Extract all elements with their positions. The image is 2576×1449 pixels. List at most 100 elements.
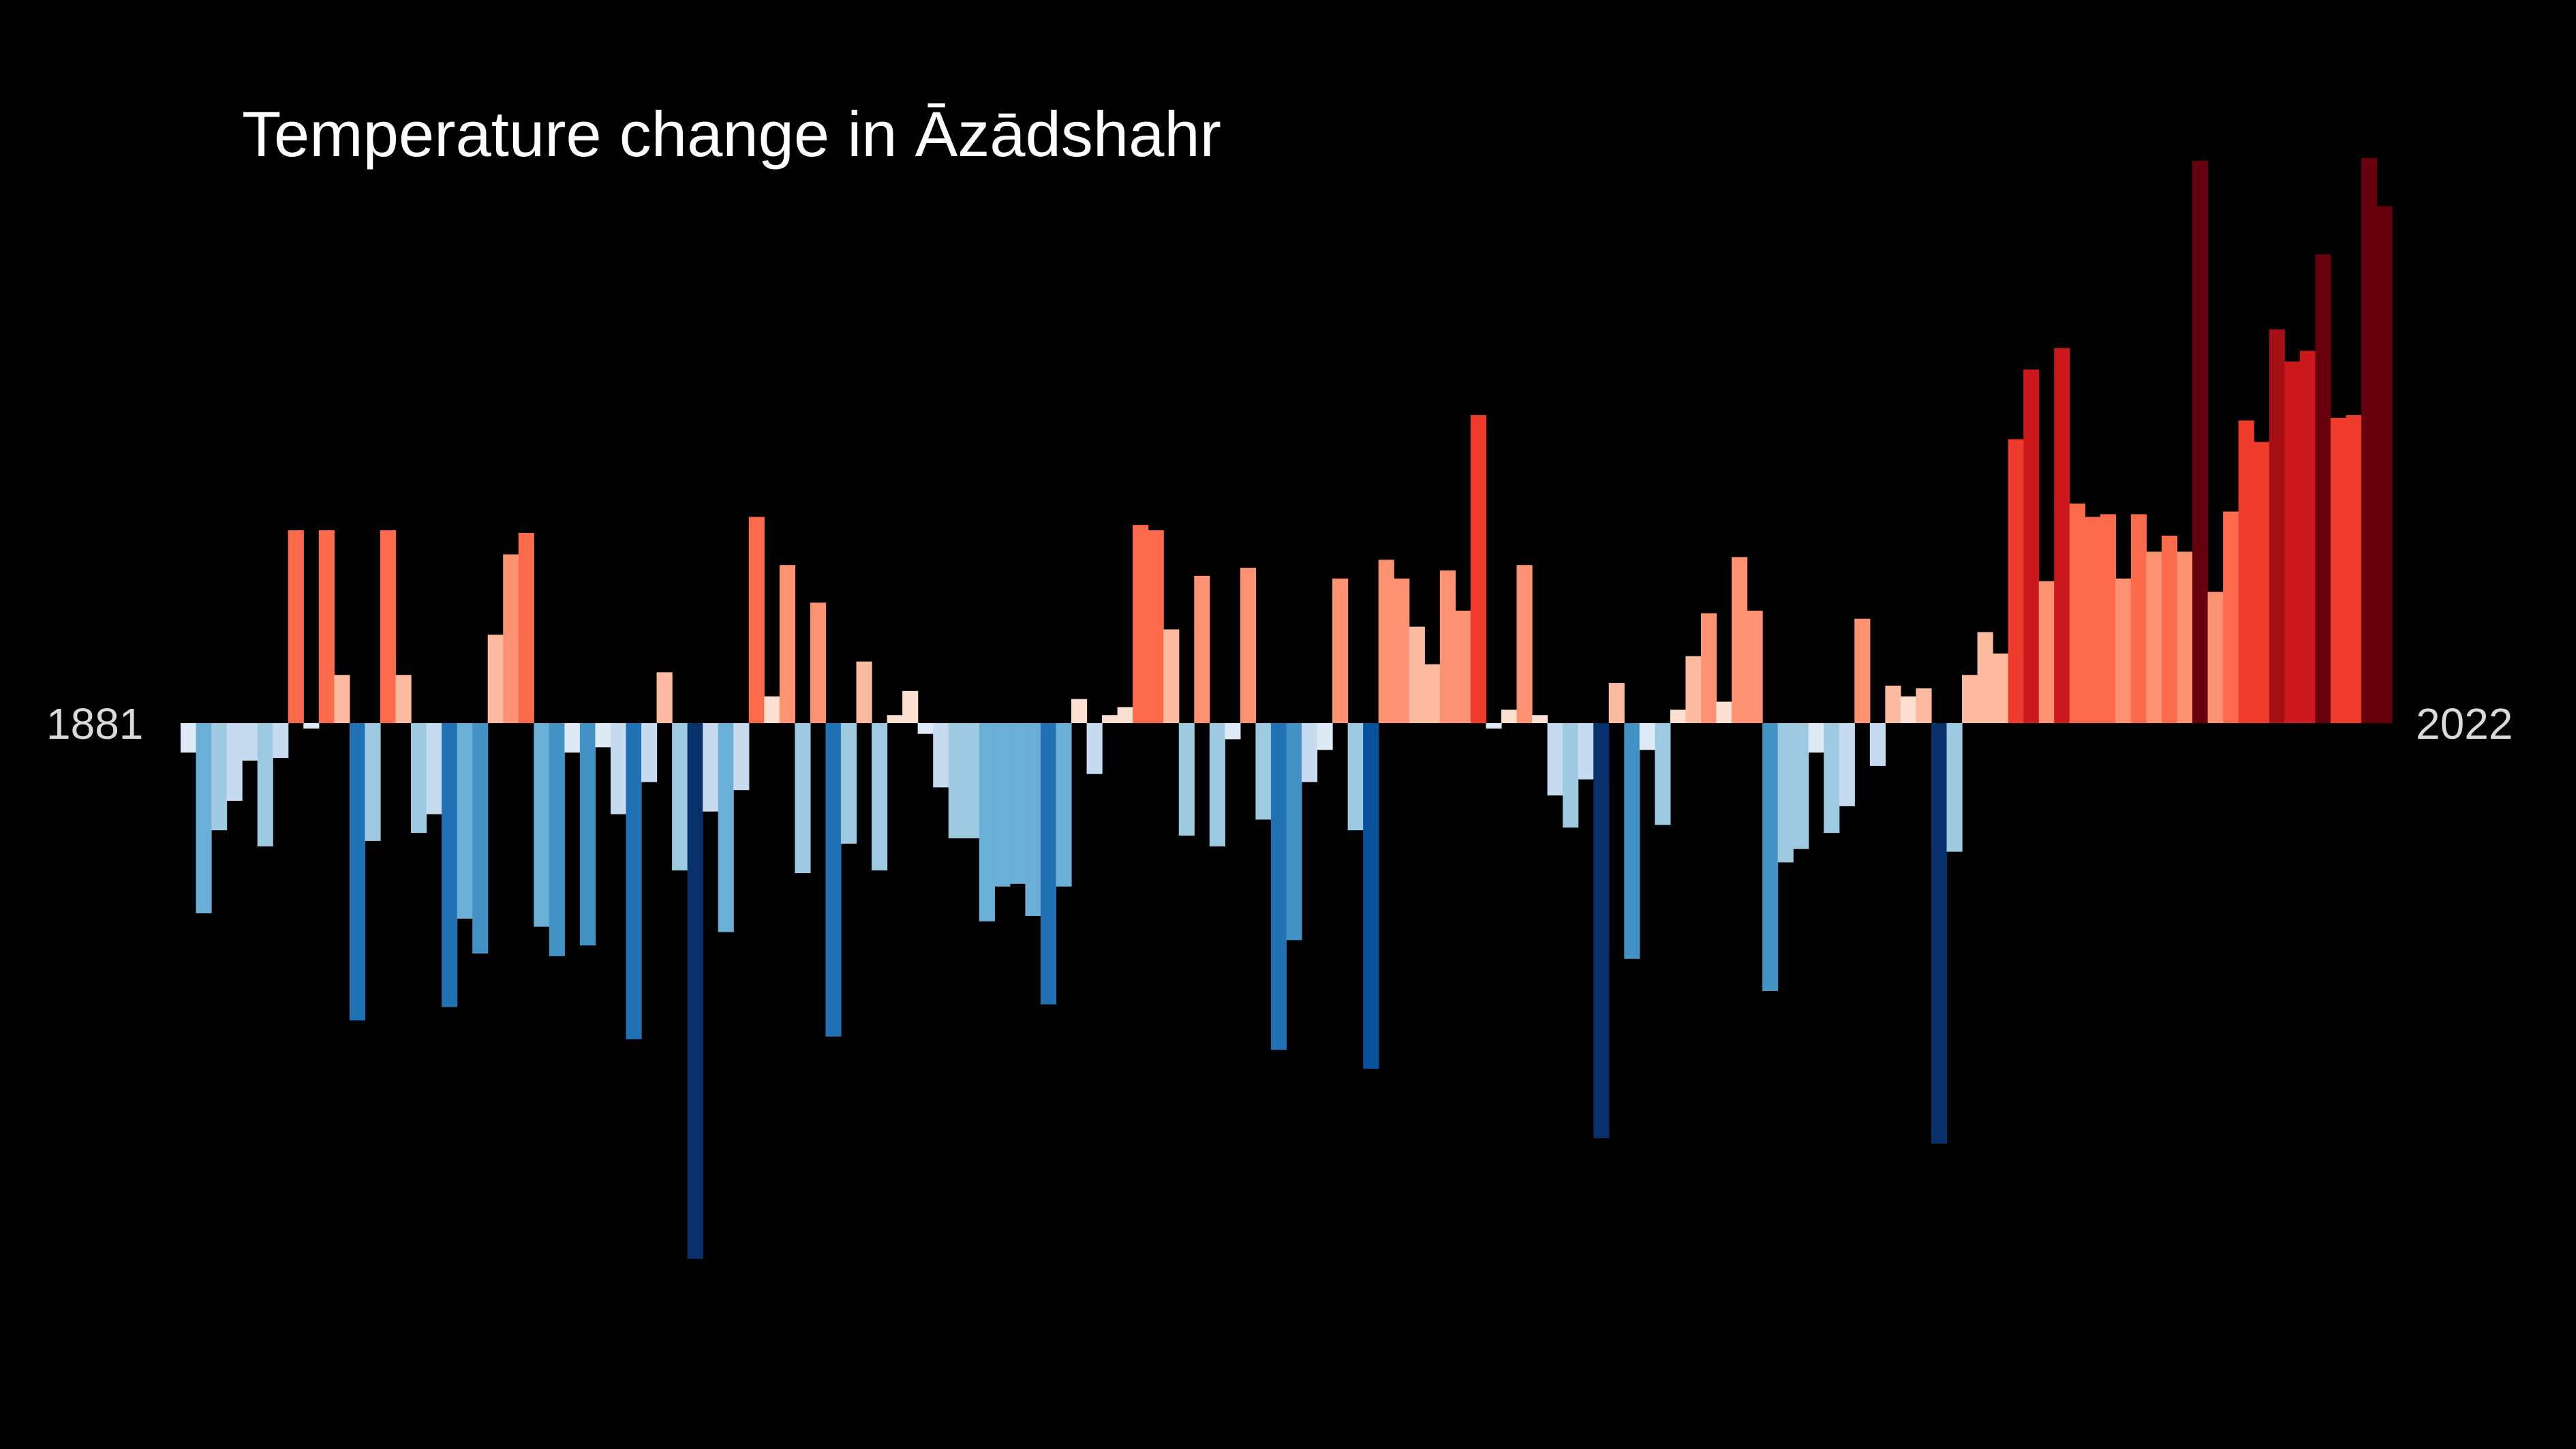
bar-1909 bbox=[610, 723, 627, 814]
bar-1930 bbox=[933, 723, 949, 788]
bar-1904 bbox=[534, 723, 550, 927]
bar-1884 bbox=[226, 723, 243, 801]
bar-1888 bbox=[288, 530, 304, 723]
bar-1976 bbox=[1639, 723, 1655, 750]
bar-1883 bbox=[211, 723, 228, 831]
bar-1955 bbox=[1317, 723, 1333, 750]
bar-2002 bbox=[2038, 581, 2055, 723]
bar-1920 bbox=[779, 565, 795, 723]
bar-1901 bbox=[487, 635, 504, 723]
bar-1885 bbox=[242, 723, 258, 761]
bar-1932 bbox=[964, 723, 980, 838]
bar-1900 bbox=[472, 723, 489, 954]
bar-1921 bbox=[795, 723, 811, 874]
bar-1981 bbox=[1716, 701, 1732, 723]
bar-1893 bbox=[365, 723, 381, 841]
bar-2016 bbox=[2254, 442, 2270, 723]
bar-1996 bbox=[1946, 723, 1963, 852]
bar-1975 bbox=[1624, 723, 1640, 959]
bar-1943 bbox=[1133, 525, 1149, 723]
bar-1993 bbox=[1900, 696, 1917, 723]
bar-1886 bbox=[257, 723, 273, 846]
bar-1989 bbox=[1839, 723, 1855, 806]
bar-2015 bbox=[2238, 420, 2254, 723]
bar-1938 bbox=[1056, 723, 1072, 887]
bar-1971 bbox=[1563, 723, 1579, 828]
bar-1962 bbox=[1424, 664, 1441, 723]
bar-1926 bbox=[872, 723, 888, 871]
bar-1998 bbox=[1977, 632, 1993, 723]
bar-2001 bbox=[2023, 369, 2040, 723]
bar-1935 bbox=[1009, 723, 1026, 884]
bar-1965 bbox=[1470, 415, 1487, 723]
bar-1960 bbox=[1394, 578, 1410, 723]
bar-1956 bbox=[1332, 578, 1349, 723]
bar-1882 bbox=[196, 723, 212, 914]
bar-1933 bbox=[979, 723, 995, 921]
chart-title: Temperature change in Āzādshahr bbox=[242, 98, 1221, 170]
bar-2014 bbox=[2223, 511, 2239, 723]
start-year-label: 1881 bbox=[46, 699, 144, 748]
bar-2021 bbox=[2330, 417, 2346, 723]
bar-1891 bbox=[334, 675, 350, 723]
bar-1918 bbox=[748, 517, 765, 723]
bar-1897 bbox=[426, 723, 442, 814]
bar-2024 bbox=[2376, 206, 2393, 723]
bar-1898 bbox=[442, 723, 458, 1007]
bar-2011 bbox=[2177, 551, 2193, 723]
bar-1896 bbox=[411, 723, 427, 834]
bar-1951 bbox=[1255, 723, 1272, 820]
bar-1902 bbox=[503, 554, 519, 723]
bar-1992 bbox=[1885, 685, 1901, 723]
bar-2017 bbox=[2269, 329, 2285, 723]
bar-1890 bbox=[318, 530, 335, 723]
bar-1919 bbox=[764, 696, 780, 723]
bar-1945 bbox=[1163, 629, 1180, 723]
bar-2020 bbox=[2315, 254, 2331, 723]
bar-2022 bbox=[2346, 415, 2362, 723]
bar-1914 bbox=[687, 723, 703, 1259]
bar-1917 bbox=[733, 723, 750, 791]
bar-1939 bbox=[1071, 699, 1088, 723]
bar-1915 bbox=[703, 723, 719, 812]
bar-2000 bbox=[2008, 439, 2024, 723]
bar-1944 bbox=[1148, 530, 1164, 723]
bar-1925 bbox=[856, 661, 872, 723]
bar-1948 bbox=[1209, 723, 1225, 846]
bar-1899 bbox=[457, 723, 473, 919]
bar-1895 bbox=[395, 675, 412, 723]
bar-1978 bbox=[1670, 710, 1686, 723]
bar-1908 bbox=[595, 723, 611, 748]
bar-1931 bbox=[948, 723, 964, 838]
bar-1903 bbox=[518, 532, 534, 723]
bar-1986 bbox=[1793, 723, 1809, 849]
bar-1979 bbox=[1685, 656, 1702, 723]
bar-1942 bbox=[1117, 707, 1133, 723]
bar-1963 bbox=[1439, 570, 1456, 723]
bar-1961 bbox=[1409, 626, 1425, 723]
bar-1949 bbox=[1225, 723, 1241, 739]
bar-1980 bbox=[1700, 613, 1717, 723]
bar-1974 bbox=[1608, 683, 1625, 723]
bar-1966 bbox=[1486, 723, 1502, 729]
end-year-label: 2022 bbox=[2416, 699, 2513, 748]
bar-1970 bbox=[1547, 723, 1563, 796]
bar-1958 bbox=[1363, 723, 1379, 1069]
bar-1991 bbox=[1869, 723, 1886, 766]
bar-2003 bbox=[2054, 348, 2070, 723]
bar-2009 bbox=[2146, 551, 2162, 723]
bar-2013 bbox=[2207, 592, 2224, 723]
bar-1954 bbox=[1302, 723, 1318, 782]
bar-1905 bbox=[549, 723, 565, 956]
bar-1928 bbox=[902, 690, 919, 723]
bar-1892 bbox=[349, 723, 366, 1021]
bar-1968 bbox=[1516, 565, 1533, 723]
bar-1923 bbox=[825, 723, 842, 1037]
bar-2004 bbox=[2069, 503, 2085, 723]
bar-1957 bbox=[1347, 723, 1364, 831]
bar-2007 bbox=[2115, 578, 2132, 723]
bar-1990 bbox=[1854, 618, 1871, 723]
bar-2023 bbox=[2361, 157, 2378, 723]
